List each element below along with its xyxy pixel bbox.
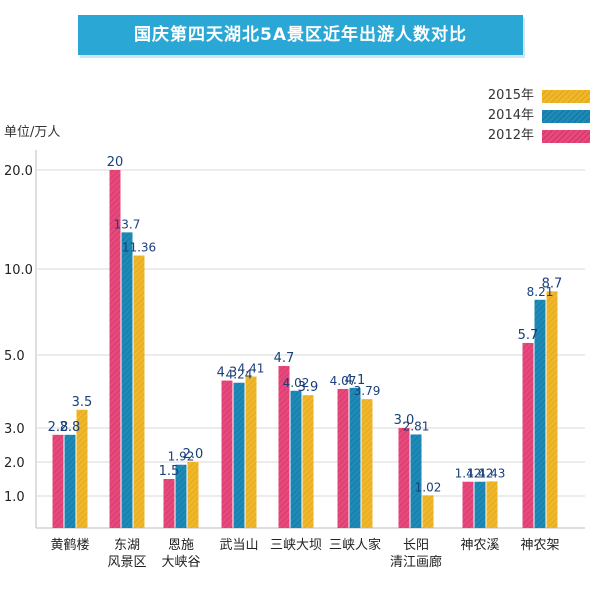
value-label: 3.0 — [394, 413, 415, 428]
y-tick-label: 1.0 — [4, 490, 25, 505]
bar-2014-1 — [121, 232, 133, 528]
value-label: 2.0 — [183, 447, 204, 462]
value-label: 11.36 — [122, 241, 156, 255]
category-label: 长阳 清江画廊 — [389, 538, 442, 570]
value-label: 20 — [107, 155, 124, 170]
bar-2014-2 — [175, 464, 187, 528]
bar-2015-8 — [546, 291, 558, 528]
value-label: 4.1 — [345, 373, 366, 388]
value-label: 1.5 — [159, 464, 180, 479]
bar-2012-8 — [522, 342, 534, 528]
y-tick-label: 2.0 — [4, 456, 25, 471]
value-label: 2.8 — [48, 420, 69, 435]
value-label: 8.7 — [542, 276, 563, 291]
category-label: 恩施 大峡谷 — [161, 538, 201, 570]
bar-2014-6 — [410, 434, 422, 528]
value-label: 4.02 — [283, 376, 310, 390]
legend-label: 2014年 — [487, 108, 534, 123]
category-label: 武当山 — [219, 538, 259, 553]
y-tick-label: 20.0 — [4, 164, 33, 179]
value-label: 4.24 — [226, 368, 253, 382]
bar-2014-7 — [474, 481, 486, 528]
value-label: 1.92 — [168, 450, 195, 464]
category-label: 黄鹤楼 — [50, 538, 90, 553]
category-label: 神农溪 — [460, 538, 500, 553]
bar-2014-3 — [233, 382, 245, 528]
y-tick-label: 10.0 — [4, 263, 33, 278]
value-label: 4.7 — [274, 351, 295, 366]
bar-2015-4 — [302, 395, 314, 528]
legend-label: 2015年 — [487, 88, 534, 103]
bar-2012-2 — [163, 479, 175, 528]
value-label: 1.42 — [455, 467, 482, 481]
value-label: 1.42 — [467, 467, 494, 481]
value-label: 3.5 — [72, 395, 93, 410]
bar-2012-4 — [278, 365, 290, 528]
bar-2015-1 — [133, 255, 145, 528]
value-label: 3.79 — [354, 384, 381, 398]
value-labels: 2.8 20 1.5 4.3 4.7 4.07 3.0 1.42 5.7 2.8 13.7 1.92 4… — [48, 155, 563, 494]
bars — [52, 170, 558, 528]
bar-2015-2 — [187, 462, 199, 528]
bar-2012-7 — [462, 481, 474, 528]
bar-2012-5 — [337, 388, 349, 528]
bar-2012-6 — [398, 428, 410, 528]
y-tick-label: 5.0 — [4, 349, 25, 364]
chart-title: 国庆第四天湖北5A景区近年出游人数对比 — [78, 15, 523, 55]
bar-2015-0 — [76, 409, 88, 528]
value-label: 4.07 — [330, 374, 357, 388]
value-label: 4.41 — [238, 362, 265, 376]
value-label: 1.43 — [479, 466, 506, 480]
category-label: 三峡大坝 — [269, 538, 322, 553]
legend-item-2012: 2012年 — [452, 126, 592, 146]
y-axis-unit-label: 单位/万人 — [4, 125, 61, 140]
bar-2012-3 — [221, 380, 233, 528]
category-label: 三峡人家 — [328, 538, 381, 553]
value-label: 8.21 — [527, 285, 554, 299]
value-label: 2.8 — [60, 420, 81, 435]
bar-2015-3 — [245, 376, 257, 528]
y-tick-label: 3.0 — [4, 422, 25, 437]
value-label: 1.02 — [415, 480, 442, 494]
value-label: 5.7 — [518, 328, 539, 343]
bar-2014-4 — [290, 390, 302, 528]
legend-item-2015: 2015年 — [452, 86, 592, 106]
legend-label: 2012年 — [487, 128, 534, 143]
bar-2014-8 — [534, 299, 546, 528]
category-label: 东湖 风景区 — [107, 538, 147, 570]
bar-2015-6 — [422, 495, 434, 528]
bar-2014-5 — [349, 387, 361, 528]
bar-2012-0 — [52, 434, 64, 528]
value-label: 2.81 — [403, 419, 430, 433]
value-label: 13.7 — [114, 217, 141, 231]
legend-swatch-2014 — [542, 110, 590, 123]
legend-swatch-2015 — [542, 90, 590, 103]
bar-2012-1 — [109, 170, 121, 528]
value-label: 3.9 — [298, 380, 319, 395]
bar-2015-7 — [486, 481, 498, 528]
legend-swatch-2012 — [542, 130, 590, 143]
legend: 2015年 2014年 2012年 — [452, 86, 592, 146]
category-label: 神农架 — [520, 538, 560, 553]
bar-2014-0 — [64, 434, 76, 528]
value-label: 4.3 — [217, 366, 238, 381]
bar-2015-5 — [361, 399, 373, 528]
legend-item-2014: 2014年 — [452, 106, 592, 126]
